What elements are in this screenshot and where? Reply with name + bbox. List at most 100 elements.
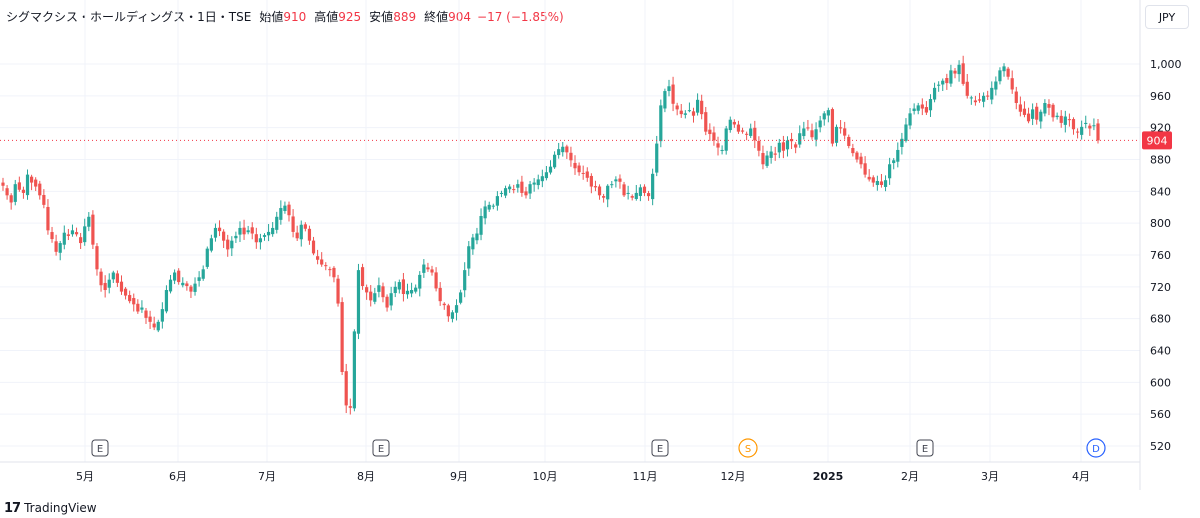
candle-body (896, 149, 900, 162)
candle-body (642, 186, 647, 193)
currency-button[interactable]: JPY (1145, 5, 1189, 29)
price-tick-label: 1,000 (1150, 58, 1182, 71)
candle-body (569, 152, 573, 161)
candle-body (724, 128, 728, 151)
candle (5, 185, 9, 200)
candle (704, 106, 708, 136)
candle (1067, 113, 1071, 127)
candle-body (540, 176, 544, 182)
candle-body (201, 269, 205, 279)
candle-body (602, 196, 606, 198)
candle-body (128, 295, 132, 302)
candle (516, 179, 520, 193)
candle (271, 222, 275, 237)
tradingview-logo[interactable]: 17 TradingView (4, 500, 97, 516)
candle (356, 263, 361, 340)
candle (230, 236, 234, 257)
candle (495, 191, 499, 211)
event-marker-d[interactable]: D (1086, 438, 1106, 458)
candle-body (1059, 115, 1063, 123)
candle-body (483, 206, 487, 219)
candle (969, 95, 973, 105)
candle-body (107, 279, 111, 288)
candle-body (495, 196, 499, 206)
candle (266, 224, 271, 242)
candle (949, 64, 953, 87)
candle (234, 231, 238, 243)
price-axis[interactable]: 5205606006406807207608008408809209601,00… (1150, 58, 1182, 453)
candle-body (1080, 126, 1084, 135)
candle-body (1096, 123, 1100, 141)
candle-body (626, 192, 630, 194)
candle (46, 199, 50, 235)
candle-body (299, 224, 303, 240)
last-price-line: 904 (0, 131, 1172, 150)
candle-body (405, 290, 410, 295)
candle-body (932, 87, 937, 100)
candle (401, 272, 406, 302)
candle (332, 266, 336, 283)
candle-body (250, 227, 254, 234)
event-marker-e[interactable]: E (916, 439, 934, 457)
candle (348, 398, 352, 415)
candle-body (757, 141, 761, 151)
candle (21, 186, 26, 199)
candle-body (892, 160, 896, 164)
candle-body (565, 146, 569, 153)
candle-body (1067, 119, 1071, 121)
candle-body (630, 196, 634, 198)
time-axis[interactable]: 5月 6月 7月 8月 9月 10月 11月 12月 2025 2月 3月 4月 (76, 470, 1090, 483)
price-chart[interactable]: E E E S E D 520560600640680720760800840880920… (0, 0, 1200, 500)
candle-body (42, 194, 46, 205)
chart-header: シグマクシス・ホールディングス・1日・TSE 始値 910 高値 925 安値 889… (6, 8, 564, 26)
candle (728, 116, 732, 133)
candle-body (258, 238, 263, 243)
candle (50, 226, 54, 243)
candle (1039, 109, 1043, 129)
candle (1043, 99, 1047, 117)
event-marker-e[interactable]: E (651, 439, 669, 457)
candles (1, 55, 1100, 415)
event-marker-s[interactable]: S (738, 438, 758, 458)
candle-body (1026, 113, 1031, 122)
candle-body (867, 176, 871, 180)
candle-body (356, 270, 361, 334)
candle (250, 222, 254, 240)
candle-body (1014, 91, 1018, 103)
candle-body (217, 227, 222, 232)
candle-body (798, 133, 802, 145)
candle (144, 307, 148, 324)
candle-body (1018, 104, 1022, 112)
candle (34, 177, 38, 191)
candle-body (5, 188, 9, 196)
candle (66, 228, 70, 241)
candle-body (446, 305, 450, 317)
candle (177, 268, 181, 285)
candle-body (1084, 122, 1088, 124)
candle (879, 173, 884, 188)
event-marker-box (651, 439, 669, 457)
candle (667, 79, 671, 97)
candle-body (95, 246, 99, 270)
candle-body (785, 140, 790, 150)
event-marker-e[interactable]: E (372, 439, 390, 457)
candle (855, 150, 859, 163)
candle-body (213, 227, 218, 238)
candle (871, 175, 875, 187)
candle-body (810, 130, 814, 138)
candle-body (1035, 106, 1039, 120)
candle (1096, 118, 1100, 144)
candle-body (634, 192, 638, 200)
candle (340, 297, 344, 376)
candle-body (937, 84, 941, 86)
candle-body (528, 184, 532, 194)
candle-body (826, 110, 830, 116)
event-marker-e[interactable]: E (91, 439, 109, 457)
candle-body (822, 113, 826, 120)
candle-body (311, 240, 316, 254)
candle (953, 68, 957, 79)
candle (663, 88, 667, 113)
candle-body (1055, 115, 1059, 118)
price-tick-label: 600 (1150, 376, 1171, 389)
